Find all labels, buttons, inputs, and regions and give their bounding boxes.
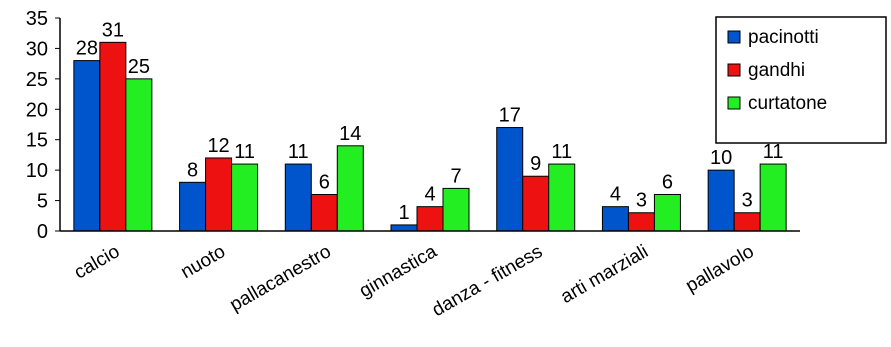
legend-label-curtatone: curtatone <box>748 93 827 114</box>
data-label-pacinotti-5: 4 <box>610 184 621 206</box>
bar-pacinotti-3 <box>390 224 418 232</box>
y-tick-label: 10 <box>26 160 48 182</box>
category-label-0: calcio <box>71 241 124 283</box>
bar-gandhi-0 <box>99 41 127 232</box>
category-label-5: arti marziali <box>557 241 652 308</box>
y-tick-label: 30 <box>26 38 48 60</box>
data-label-pacinotti-2: 11 <box>288 141 309 163</box>
bar-pacinotti-2 <box>284 163 312 232</box>
bar-gandhi-4 <box>522 175 550 232</box>
data-label-gandhi-1: 12 <box>207 135 229 157</box>
bar-curtatone-1 <box>231 163 259 232</box>
category-label-2: pallacanestro <box>226 241 334 316</box>
y-tick-label: 25 <box>26 69 48 91</box>
data-label-curtatone-6: 11 <box>763 141 784 163</box>
bar-pacinotti-6 <box>707 169 735 232</box>
data-label-curtatone-2: 14 <box>339 123 361 145</box>
legend-swatch-curtatone <box>727 96 741 110</box>
bar-curtatone-0 <box>125 78 153 232</box>
bar-gandhi-2 <box>310 193 338 232</box>
data-label-gandhi-0: 31 <box>102 19 124 41</box>
bar-curtatone-6 <box>759 163 787 232</box>
y-tick-label: 35 <box>26 8 48 30</box>
data-label-curtatone-1: 11 <box>234 141 255 163</box>
data-label-pacinotti-4: 17 <box>499 105 521 127</box>
bar-pacinotti-0 <box>73 60 101 232</box>
y-tick-label: 15 <box>26 130 48 152</box>
bar-pacinotti-1 <box>179 181 207 232</box>
legend-swatch-pacinotti <box>727 30 741 44</box>
category-label-1: nuoto <box>177 241 229 283</box>
y-tick-label: 20 <box>26 99 48 121</box>
legend-label-pacinotti: pacinotti <box>748 27 819 48</box>
data-label-gandhi-4: 9 <box>530 153 541 175</box>
legend-swatch-gandhi <box>727 63 741 77</box>
data-label-pacinotti-6: 10 <box>710 147 732 169</box>
data-label-pacinotti-1: 8 <box>187 159 198 181</box>
bar-gandhi-5 <box>627 212 655 232</box>
data-label-gandhi-5: 3 <box>636 190 647 212</box>
bar-pacinotti-4 <box>496 127 524 232</box>
data-label-gandhi-2: 6 <box>319 171 330 193</box>
data-label-curtatone-4: 11 <box>551 141 572 163</box>
bar-curtatone-2 <box>336 145 364 232</box>
y-axis-ticks: 0 5 10 15 20 25 30 35 <box>26 8 60 243</box>
bar-pacinotti-5 <box>601 206 629 232</box>
bar-curtatone-3 <box>442 187 470 232</box>
data-label-gandhi-6: 3 <box>742 190 753 212</box>
data-label-curtatone-5: 6 <box>662 171 673 193</box>
category-label-4: danza - fitness <box>429 241 547 321</box>
bar-curtatone-5 <box>653 193 681 232</box>
y-tick-label: 0 <box>37 221 48 243</box>
legend: pacinotti gandhi curtatone <box>715 16 887 144</box>
data-label-pacinotti-3: 1 <box>398 202 409 224</box>
bar-gandhi-1 <box>205 157 233 232</box>
category-label-6: pallavolo <box>682 241 757 297</box>
data-label-pacinotti-0: 28 <box>76 38 98 60</box>
data-label-curtatone-0: 25 <box>128 56 150 78</box>
bar-gandhi-6 <box>733 212 761 232</box>
legend-label-gandhi: gandhi <box>748 60 805 81</box>
data-label-gandhi-3: 4 <box>424 184 435 206</box>
bar-curtatone-4 <box>548 163 576 232</box>
bar-gandhi-3 <box>416 206 444 232</box>
data-label-curtatone-3: 7 <box>450 165 461 187</box>
category-label-3: ginnastica <box>356 241 441 302</box>
legend-box <box>715 16 887 144</box>
bars <box>73 41 787 232</box>
y-tick-label: 5 <box>37 191 48 213</box>
